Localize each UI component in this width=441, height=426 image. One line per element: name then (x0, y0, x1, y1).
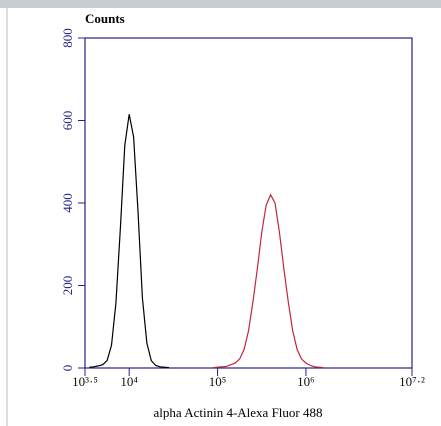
chart-title: Counts (85, 11, 125, 26)
x-axis-label: alpha Actinin 4-Alexa Fluor 488 (154, 405, 323, 420)
y-tick-label: 400 (60, 193, 75, 213)
x-tick-label: 10⁷·² (399, 374, 425, 389)
x-tick-label: 10⁶ (297, 374, 315, 389)
top-strip (0, 0, 441, 8)
x-tick-label: 10⁴ (120, 374, 138, 389)
plot-frame (84, 37, 413, 369)
y-tick-label: 0 (60, 365, 75, 372)
y-tick-label: 200 (60, 276, 75, 296)
x-tick-label: 10⁵ (209, 374, 227, 389)
x-tick-label: 10³·⁵ (72, 374, 98, 389)
y-tick-label: 600 (60, 111, 75, 131)
histogram-line (89, 114, 170, 369)
histogram-line (213, 193, 324, 369)
y-tick-label: 800 (60, 28, 75, 48)
